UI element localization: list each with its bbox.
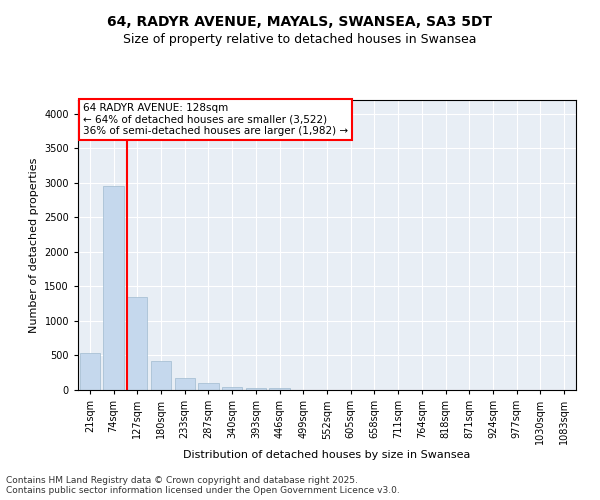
Bar bbox=[246, 388, 266, 390]
Bar bbox=[151, 361, 171, 390]
Text: Contains HM Land Registry data © Crown copyright and database right 2025.
Contai: Contains HM Land Registry data © Crown c… bbox=[6, 476, 400, 495]
Bar bbox=[199, 384, 218, 390]
Y-axis label: Number of detached properties: Number of detached properties bbox=[29, 158, 38, 332]
Bar bbox=[103, 186, 124, 390]
Bar bbox=[269, 388, 290, 390]
Bar bbox=[175, 378, 195, 390]
Text: 64, RADYR AVENUE, MAYALS, SWANSEA, SA3 5DT: 64, RADYR AVENUE, MAYALS, SWANSEA, SA3 5… bbox=[107, 15, 493, 29]
Bar bbox=[80, 352, 100, 390]
Bar bbox=[222, 387, 242, 390]
X-axis label: Distribution of detached houses by size in Swansea: Distribution of detached houses by size … bbox=[184, 450, 470, 460]
Text: 64 RADYR AVENUE: 128sqm
← 64% of detached houses are smaller (3,522)
36% of semi: 64 RADYR AVENUE: 128sqm ← 64% of detache… bbox=[83, 103, 348, 136]
Bar bbox=[127, 298, 148, 390]
Text: Size of property relative to detached houses in Swansea: Size of property relative to detached ho… bbox=[123, 32, 477, 46]
